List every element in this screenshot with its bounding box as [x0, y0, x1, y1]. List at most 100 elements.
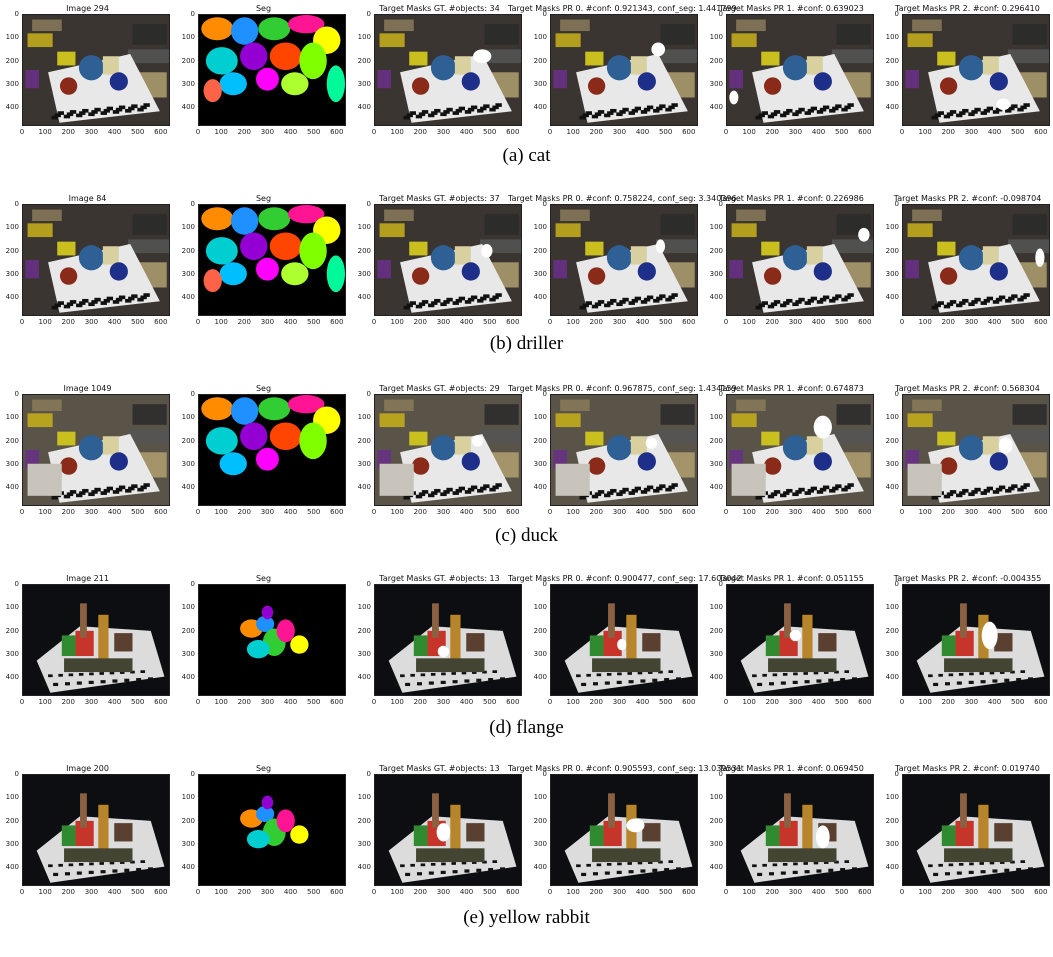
mask-image: [374, 14, 522, 126]
subplot-title: Image 294: [66, 4, 109, 13]
x-tick-label: 400: [283, 318, 298, 326]
y-tick-label: 200: [181, 816, 195, 825]
x-tick-label: 100: [566, 888, 580, 896]
x-tick-label: 500: [658, 508, 673, 516]
x-tick-label: 300: [260, 698, 275, 706]
x-tick-label: 100: [38, 698, 52, 706]
y-tick-label: 300: [5, 650, 19, 658]
y-tick-label: 400: [181, 103, 195, 112]
y-tick-label: 200: [533, 56, 547, 65]
x-tick-label: 300: [964, 888, 979, 896]
x-tick-label: 400: [635, 128, 650, 136]
input-image: [22, 774, 170, 886]
x-tick-label: 400: [635, 318, 650, 326]
x-tick-label: 500: [306, 128, 321, 136]
y-tick-label: 300: [181, 650, 195, 658]
x-tick-label: 500: [482, 318, 497, 326]
y-tick-label: 400: [885, 863, 899, 872]
subplot-panel: Seg 0 100 200 300 400 0 100 200 300 400 500 600: [176, 194, 351, 326]
x-tick-label: 300: [84, 698, 99, 706]
x-tick-label: 600: [858, 508, 872, 516]
y-tick-label: 400: [5, 293, 19, 302]
x-tick-label: 400: [987, 698, 1002, 706]
x-tick-label: 400: [283, 508, 298, 516]
x-tick-label: 100: [918, 318, 932, 326]
y-tick-label: 100: [357, 33, 371, 42]
subfigure-caption: (a) cat: [502, 145, 551, 166]
mask-image: [374, 774, 522, 886]
y-tick-label: 300: [709, 80, 723, 88]
x-tick-label: 200: [765, 888, 779, 896]
y-tick-label: 400: [533, 863, 547, 872]
subplot-title: Target Masks PR 0. #conf: 0.900477, conf…: [508, 574, 742, 583]
x-tick-label: 400: [283, 888, 298, 896]
x-tick-label: 100: [742, 698, 756, 706]
subplot-panel: Target Masks GT. #objects: 29 0 100 200 300 4…: [352, 384, 527, 516]
x-tick-label: 200: [413, 508, 427, 516]
x-tick-label: 100: [390, 508, 404, 516]
y-tick-label: 300: [885, 650, 899, 658]
subplot-panel: Target Masks PR 2. #conf: -0.098704 0 100 2…: [880, 194, 1053, 326]
y-tick-label: 100: [357, 223, 371, 232]
x-tick-label: 0: [195, 318, 201, 326]
y-tick-label: 200: [357, 246, 371, 255]
x-tick-label: 500: [1010, 128, 1025, 136]
y-tick-label: 300: [533, 460, 547, 468]
x-tick-label: 400: [107, 508, 122, 516]
y-tick-label: 300: [357, 270, 371, 278]
mask-image: [902, 204, 1050, 316]
x-tick-label: 0: [723, 698, 729, 706]
y-tick-label: 400: [533, 673, 547, 682]
x-tick-label: 200: [413, 698, 427, 706]
x-tick-label: 200: [941, 888, 955, 896]
y-tick-label: 400: [5, 863, 19, 872]
x-tick-label: 0: [19, 508, 25, 516]
x-tick-label: 200: [237, 508, 251, 516]
x-tick-label: 500: [482, 128, 497, 136]
subplot-title: Image 1049: [63, 384, 112, 393]
y-tick-label: 0: [718, 10, 723, 18]
subplot-title: Target Masks PR 2. #conf: -0.004355: [893, 574, 1042, 583]
subplot-title: Target Masks PR 1. #conf: 0.674873: [719, 384, 864, 393]
subplot-panel: Image 211 0 100 200 300 400 0 100 200 300 400 500 60…: [0, 574, 175, 706]
x-tick-label: 100: [38, 888, 52, 896]
x-tick-label: 100: [214, 128, 228, 136]
segmentation-image: [198, 394, 346, 506]
x-tick-label: 300: [788, 888, 803, 896]
x-tick-label: 600: [154, 318, 168, 326]
mask-image: [902, 774, 1050, 886]
subplot-title: Target Masks GT. #objects: 37: [379, 194, 500, 203]
x-tick-label: 0: [547, 888, 553, 896]
x-tick-label: 500: [1010, 318, 1025, 326]
y-tick-label: 300: [533, 650, 547, 658]
subplot-title: Target Masks GT. #objects: 13: [379, 574, 500, 583]
subplot-title: Target Masks PR 0. #conf: 0.921343, conf…: [508, 4, 737, 13]
y-tick-label: 300: [181, 460, 195, 468]
y-tick-label: 400: [709, 483, 723, 492]
y-tick-label: 300: [709, 270, 723, 278]
subfigure-caption: (c) duck: [495, 525, 558, 546]
x-tick-label: 100: [38, 318, 52, 326]
y-tick-label: 400: [5, 673, 19, 682]
x-tick-label: 400: [811, 508, 826, 516]
x-tick-label: 200: [237, 128, 251, 136]
x-tick-label: 0: [723, 888, 729, 896]
y-tick-label: 100: [885, 413, 899, 422]
subplot-panel: Target Masks PR 2. #conf: 0.296410 0 100 20…: [880, 4, 1053, 136]
y-tick-label: 100: [885, 793, 899, 802]
input-image: [22, 584, 170, 696]
x-tick-label: 200: [61, 698, 75, 706]
x-tick-label: 300: [436, 698, 451, 706]
x-tick-label: 300: [612, 698, 627, 706]
y-tick-label: 400: [709, 673, 723, 682]
subplot-panel: Target Masks GT. #objects: 13 0 100 200 300 4…: [352, 764, 527, 896]
x-tick-label: 400: [635, 698, 650, 706]
x-tick-label: 200: [237, 888, 251, 896]
x-tick-label: 200: [765, 128, 779, 136]
subplot-title: Target Masks PR 0. #conf: 0.967875, conf…: [508, 384, 737, 393]
mask-image: [726, 394, 874, 506]
y-tick-label: 200: [533, 436, 547, 445]
subplot-panel: Image 1049 0 100 200 300 400 0 100 200 300 400 500 6…: [0, 384, 175, 516]
x-tick-label: 400: [107, 128, 122, 136]
x-tick-label: 400: [283, 698, 298, 706]
